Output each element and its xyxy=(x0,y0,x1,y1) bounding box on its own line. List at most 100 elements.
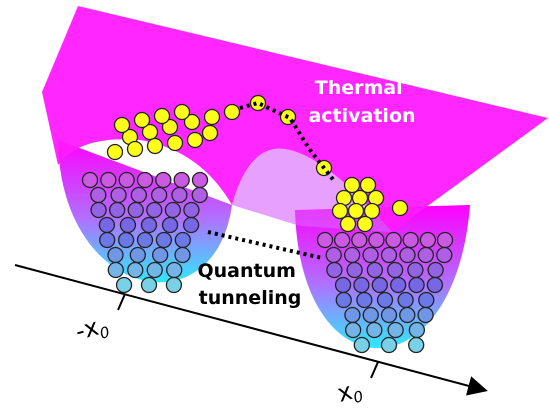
particle xyxy=(388,323,403,338)
particle xyxy=(110,203,125,218)
particle xyxy=(174,173,189,188)
axis-tick xyxy=(118,294,125,310)
particle xyxy=(326,248,341,263)
particle xyxy=(147,263,162,278)
particle xyxy=(99,218,114,233)
particle xyxy=(205,110,220,125)
particle xyxy=(318,233,333,248)
particle xyxy=(175,233,190,248)
particle xyxy=(119,233,134,248)
particle xyxy=(251,96,266,111)
particle xyxy=(341,217,356,232)
particle xyxy=(128,203,143,218)
particle xyxy=(333,204,348,219)
particle xyxy=(363,308,378,323)
particle xyxy=(367,323,382,338)
particle xyxy=(391,278,406,293)
particle xyxy=(393,201,408,216)
particle xyxy=(419,293,434,308)
particle xyxy=(166,278,181,293)
particle xyxy=(354,278,369,293)
particle xyxy=(327,263,342,278)
particle xyxy=(335,233,350,248)
particle xyxy=(119,173,134,188)
particle xyxy=(382,308,397,323)
particle xyxy=(175,248,190,263)
particle xyxy=(156,233,171,248)
particle xyxy=(91,203,106,218)
particle xyxy=(400,248,415,263)
particle xyxy=(428,263,443,278)
particle xyxy=(361,178,376,193)
particle xyxy=(345,308,360,323)
particle xyxy=(184,203,199,218)
particle xyxy=(349,204,364,219)
particle xyxy=(382,338,397,353)
particle xyxy=(108,263,123,278)
tick-label-neg: -x0 xyxy=(72,310,111,348)
particle xyxy=(418,308,433,323)
particle xyxy=(148,139,163,154)
particle xyxy=(101,173,116,188)
particle xyxy=(438,233,453,248)
particle xyxy=(336,293,351,308)
particle xyxy=(352,233,367,248)
particle xyxy=(409,338,424,353)
tunneling-label: Quantum tunneling xyxy=(197,260,302,309)
particle xyxy=(382,248,397,263)
particle xyxy=(131,188,146,203)
particle xyxy=(91,188,106,203)
particle xyxy=(128,263,143,278)
particle xyxy=(111,188,126,203)
particle xyxy=(345,178,360,193)
particle xyxy=(358,217,373,232)
particle xyxy=(336,278,351,293)
particle xyxy=(420,233,435,248)
particle xyxy=(398,293,413,308)
particle xyxy=(138,233,153,248)
particle xyxy=(409,278,424,293)
particle xyxy=(100,233,115,248)
particle xyxy=(117,278,132,293)
particle xyxy=(184,218,199,233)
particle xyxy=(386,233,401,248)
particle xyxy=(400,308,415,323)
particle xyxy=(83,173,98,188)
particle xyxy=(188,133,203,148)
particle xyxy=(388,263,403,278)
particle xyxy=(120,218,135,233)
particle xyxy=(165,203,180,218)
particle xyxy=(175,105,190,120)
particle xyxy=(403,233,418,248)
tick-label-pos: x0 xyxy=(334,375,365,411)
particle xyxy=(128,142,143,157)
particle xyxy=(135,113,150,128)
particle xyxy=(156,173,171,188)
particle xyxy=(225,105,240,120)
particle xyxy=(345,248,360,263)
particle xyxy=(363,248,378,263)
particle xyxy=(108,145,123,160)
particle xyxy=(437,248,452,263)
particle xyxy=(108,248,123,263)
particle xyxy=(168,136,183,151)
particle xyxy=(142,278,157,293)
particle xyxy=(354,338,369,353)
particle xyxy=(167,263,182,278)
particle xyxy=(115,118,130,133)
particle xyxy=(347,263,362,278)
particle xyxy=(192,188,207,203)
particle xyxy=(346,323,361,338)
particle xyxy=(369,233,384,248)
particle xyxy=(372,278,387,293)
particle xyxy=(367,263,382,278)
particle xyxy=(163,218,178,233)
particle xyxy=(357,293,372,308)
particle xyxy=(193,173,208,188)
particle xyxy=(203,126,218,141)
page: {"annotations": [ {"lines": ["Thermal", … xyxy=(0,0,549,414)
particle xyxy=(378,293,393,308)
particle xyxy=(138,173,153,188)
particle xyxy=(409,323,424,338)
diagram: Thermal activation Quantum tunneling -x0… xyxy=(0,0,549,414)
